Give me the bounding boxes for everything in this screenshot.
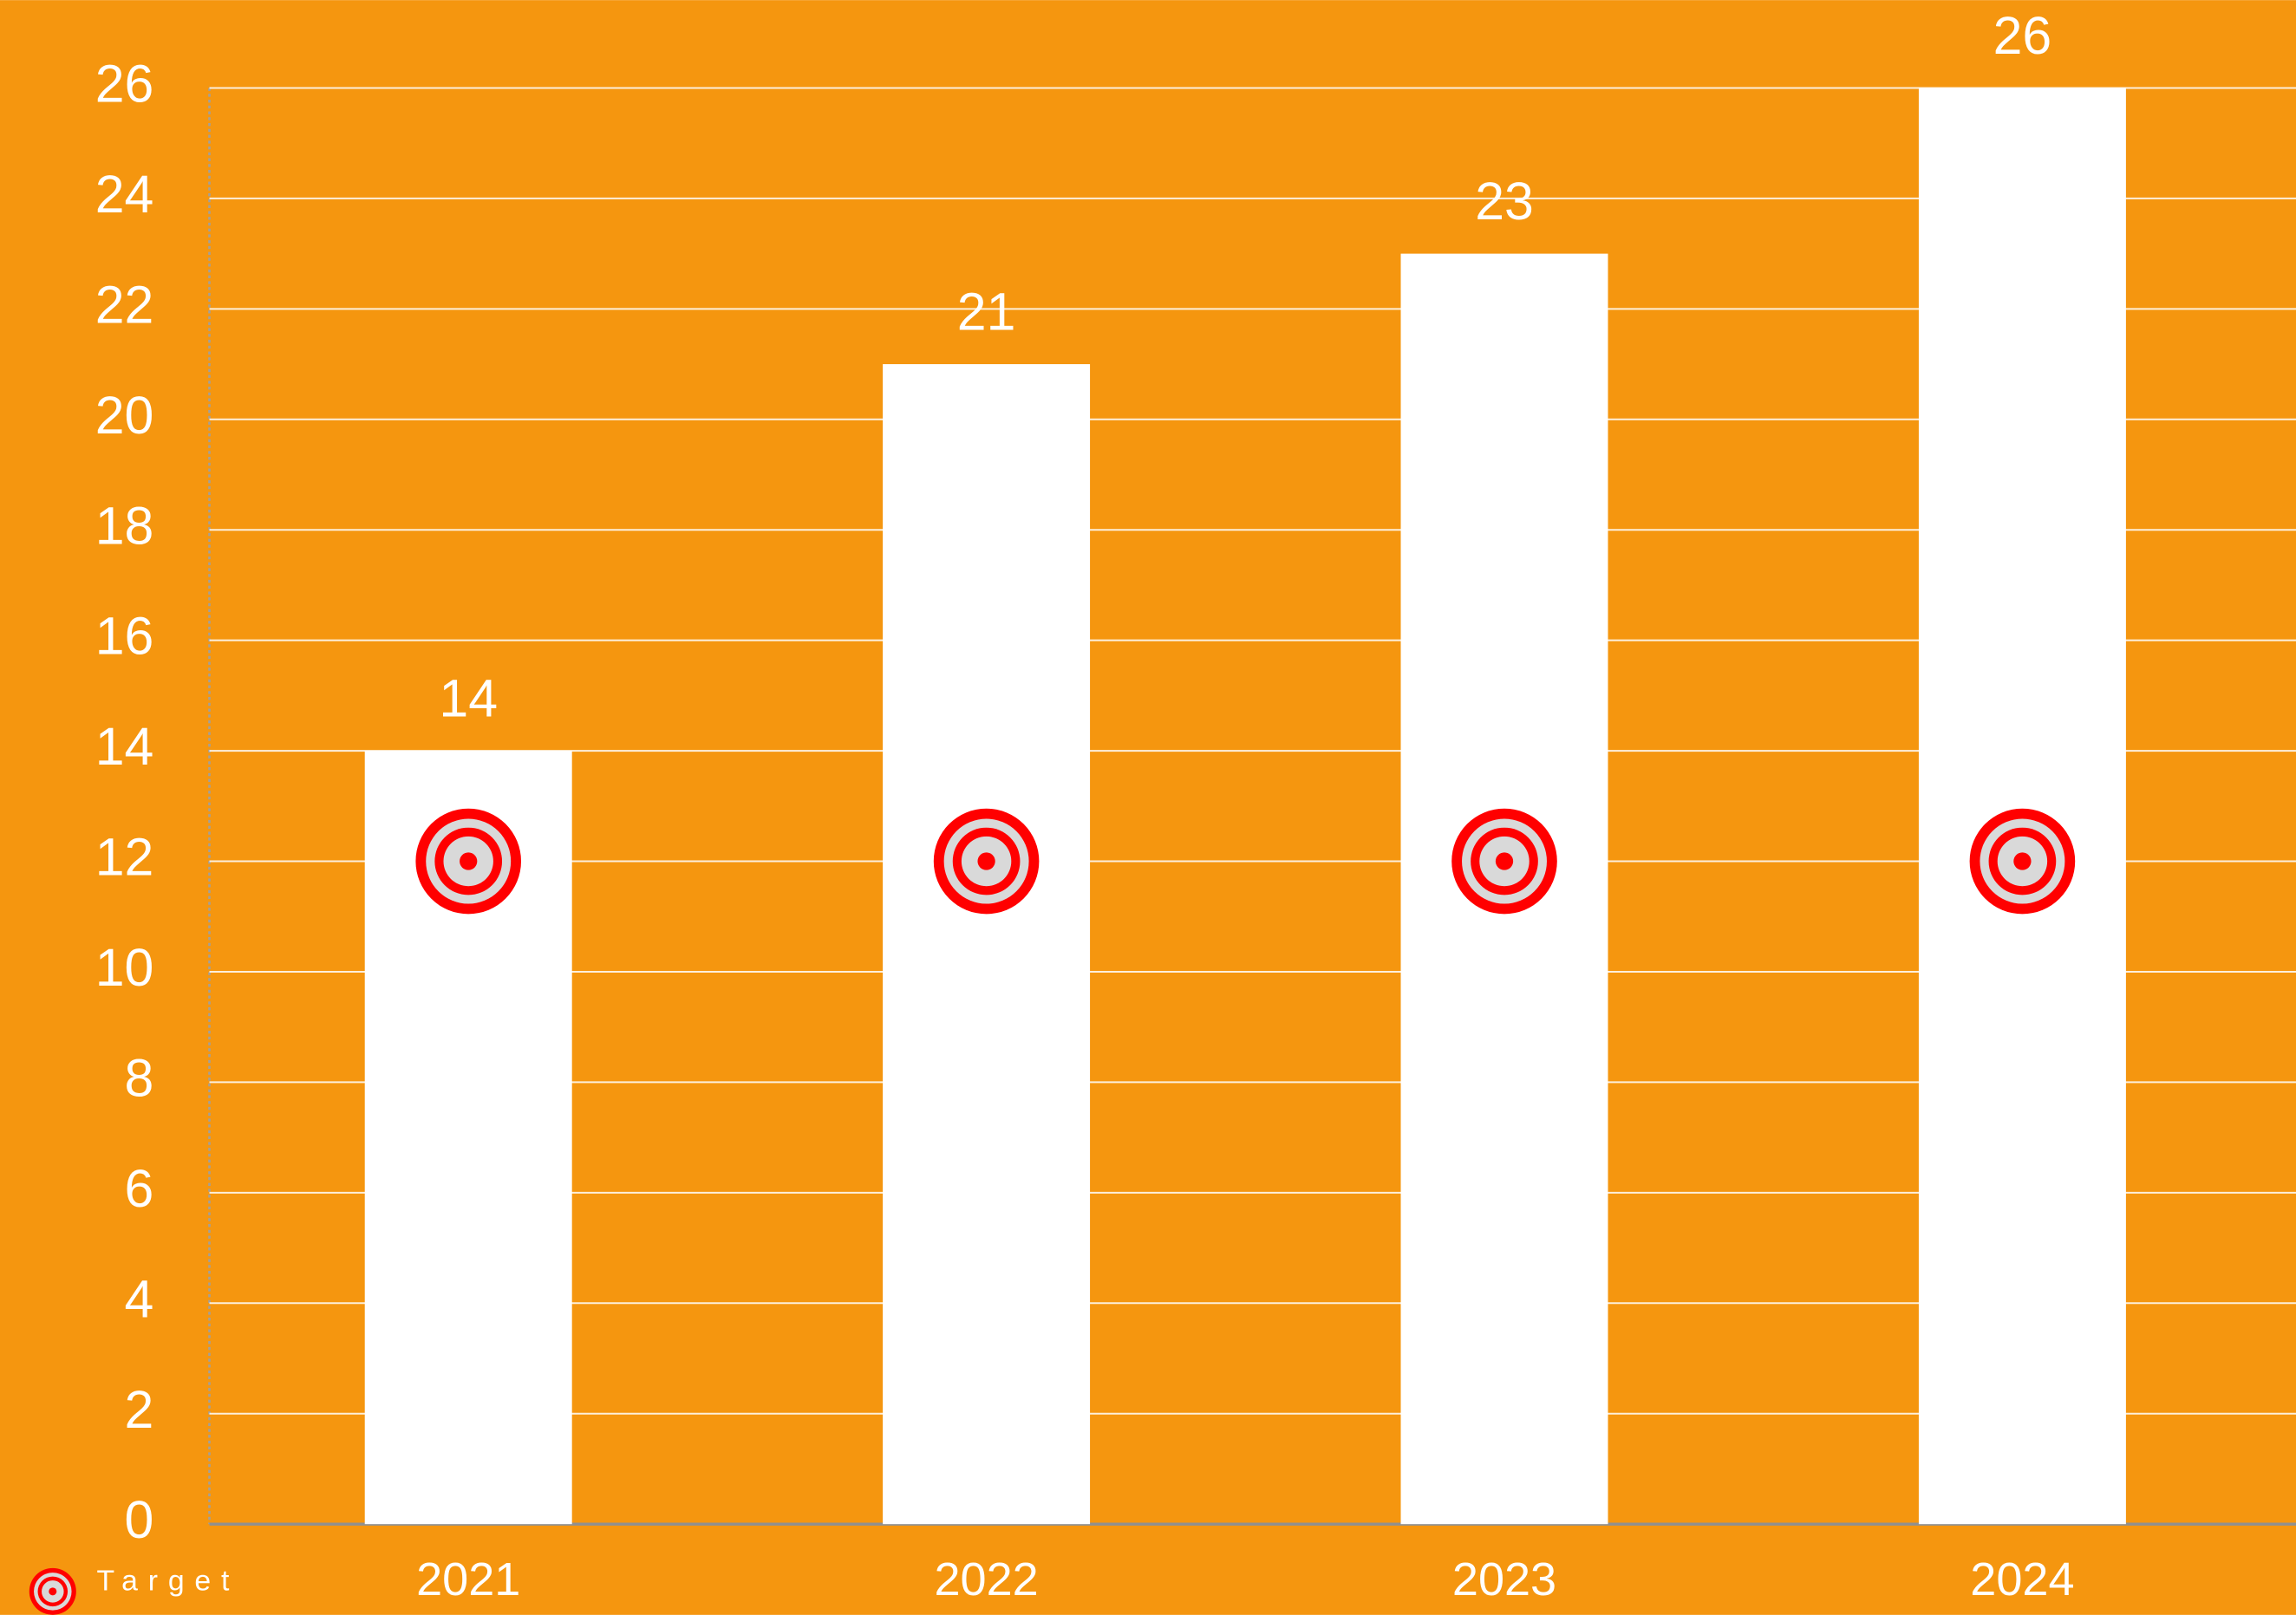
y-tick-label: 18: [95, 496, 154, 555]
y-tick-label: 8: [125, 1048, 154, 1107]
target-ring: [460, 852, 478, 870]
target-ring: [1495, 852, 1514, 870]
y-tick-label: 14: [95, 717, 154, 776]
target-ring: [2013, 852, 2032, 870]
y-tick-label: 4: [125, 1269, 154, 1328]
x-tick-label: 2024: [1970, 1553, 2074, 1605]
y-tick-label: 24: [95, 165, 154, 224]
x-tick-label: 2023: [1452, 1553, 1556, 1605]
y-tick-label: 12: [95, 828, 154, 887]
x-tick-label: 2022: [934, 1553, 1038, 1605]
bar: [883, 364, 1091, 1525]
data-label: 23: [1475, 172, 1534, 231]
y-tick-label: 2: [125, 1380, 154, 1439]
target-marker: [933, 808, 1040, 915]
target-marker: [1969, 808, 2076, 915]
target-marker: [415, 808, 521, 915]
y-tick-label: 20: [95, 386, 154, 445]
y-tick-label: 22: [95, 275, 154, 334]
y-tick-label: 0: [125, 1490, 154, 1549]
legend-label: Target: [96, 1565, 239, 1598]
y-tick-label: 10: [95, 938, 154, 997]
target-marker: [29, 1567, 76, 1615]
data-label: 26: [1993, 6, 2052, 65]
y-tick-label: 26: [95, 55, 154, 114]
target-ring: [977, 852, 995, 870]
y-tick-label: 6: [125, 1159, 154, 1218]
data-label: 14: [439, 668, 498, 727]
x-tick-label: 2021: [416, 1553, 520, 1605]
target-ring: [49, 1587, 57, 1596]
y-tick-label: 16: [95, 607, 154, 666]
data-label: 21: [957, 282, 1016, 341]
bar: [1918, 88, 2126, 1525]
target-marker: [1451, 808, 1557, 915]
